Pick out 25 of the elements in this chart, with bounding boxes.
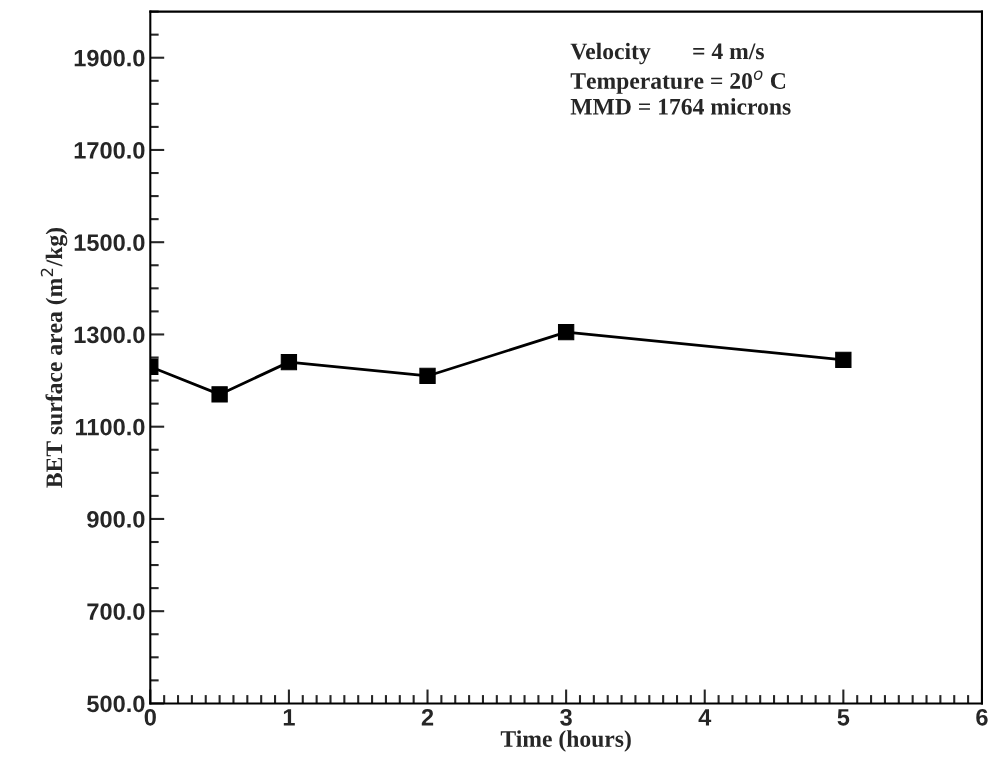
point (557, 323, 575, 341)
annotation: MMD = 1764 microns (570, 98, 791, 115)
x-tick-label: 4 (698, 709, 712, 726)
x-tick-label: 5 (837, 709, 850, 726)
y-tick-label: 900.0 (87, 511, 145, 528)
x-tick-label: 6 (976, 708, 988, 726)
y-tick-label: 1500.0 (74, 234, 145, 251)
x-tick-label: 3 (560, 708, 572, 726)
x-tick-label: 1 (283, 709, 295, 726)
y-tick-label: 700.0 (87, 603, 145, 620)
y-axis-title: BET surface area (m$^{2}$/kg) (40, 228, 68, 488)
point (211, 386, 228, 403)
y-tick-label: 1900.0 (74, 49, 145, 67)
y-tick-label: 500.0 (87, 695, 145, 713)
y-tick-label: 1300.0 (74, 326, 145, 344)
x-axis-title: Time (hours) (500, 730, 631, 752)
annotation: Temperature = 20$^{o}$ C (570, 70, 786, 94)
x-tick-label: 0 (144, 708, 156, 726)
y-tick-label: 1700.0 (74, 142, 145, 159)
annotation: Velocity = 4 m/s (570, 42, 764, 65)
x-tick-label: 2 (421, 708, 434, 726)
point (280, 353, 298, 371)
point (835, 351, 852, 368)
point (419, 367, 436, 385)
y-tick-label: 1100.0 (76, 418, 145, 436)
